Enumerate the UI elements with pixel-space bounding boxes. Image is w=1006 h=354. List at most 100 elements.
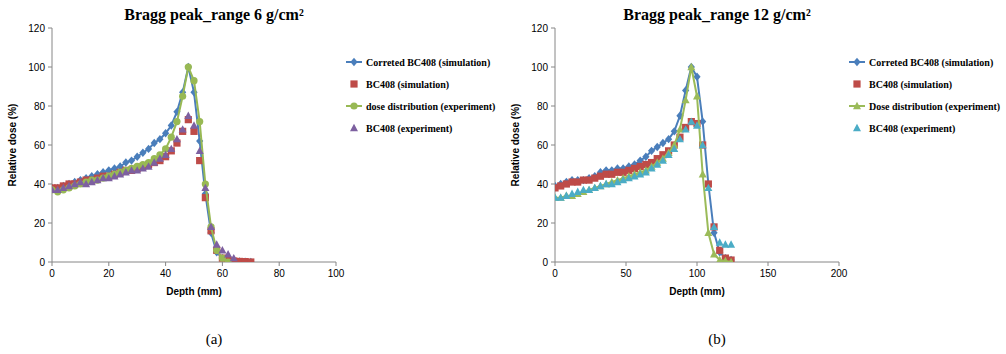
chart-svg: 020406080100120020406080100Depth (mm)Rel… — [0, 0, 1006, 354]
data-point — [699, 170, 707, 177]
data-point — [648, 147, 655, 155]
data-point — [150, 158, 158, 165]
legend-marker — [853, 102, 861, 109]
data-point — [184, 112, 192, 119]
y-tick — [551, 106, 555, 107]
data-point — [185, 63, 192, 71]
legend-item: BC408 (experiment) — [853, 123, 955, 135]
y-tick-label: 0 — [39, 257, 45, 268]
y-tick — [48, 106, 52, 107]
legend-label: Correted BC408 (simulation) — [869, 57, 993, 69]
y-tick-label: 80 — [34, 101, 46, 112]
data-point — [716, 247, 723, 254]
panel: 020406080100120050100150200Depth (mm)Rel… — [510, 6, 1000, 348]
data-point — [224, 250, 232, 257]
x-axis-line — [52, 262, 336, 263]
legend-item: BC408 (experiment) — [350, 123, 452, 135]
plot-area — [555, 63, 735, 262]
plot-area — [52, 63, 254, 262]
x-tick — [336, 262, 337, 266]
legend-label: BC408 (experiment) — [366, 123, 452, 135]
legend-label: dose distribution (experiment) — [366, 101, 495, 113]
x-tick — [839, 262, 840, 266]
legend-label: Dose distribution (experiment) — [869, 101, 1000, 113]
y-tick — [48, 184, 52, 185]
x-tick-label: 80 — [274, 268, 286, 279]
data-point — [710, 223, 717, 230]
x-axis-label: Depth (mm) — [166, 286, 222, 297]
y-tick — [48, 223, 52, 224]
y-axis-label: Relative dose (%) — [510, 104, 521, 187]
chart-title: Bragg peak_range 12 g/cm² — [623, 6, 811, 24]
series-line — [52, 67, 251, 262]
data-point — [230, 254, 238, 261]
legend-marker — [350, 80, 357, 87]
legend-label: Correted BC408 (simulation) — [366, 57, 490, 69]
data-point — [196, 118, 203, 125]
legend-marker — [350, 58, 357, 66]
x-tick-label: 150 — [760, 268, 777, 279]
data-point — [134, 153, 141, 161]
data-point — [190, 128, 197, 135]
data-point — [190, 121, 198, 128]
y-tick — [551, 184, 555, 185]
x-tick-label: 60 — [217, 268, 229, 279]
data-point — [145, 145, 152, 153]
data-point — [653, 160, 661, 167]
data-point — [168, 134, 175, 141]
legend-item: dose distribution (experiment) — [346, 101, 495, 113]
legend-marker — [853, 58, 860, 66]
data-point — [710, 223, 718, 230]
x-tick — [165, 262, 166, 266]
y-tick — [551, 145, 555, 146]
y-tick-label: 100 — [531, 62, 548, 73]
data-point — [659, 139, 666, 147]
data-point — [173, 135, 181, 142]
x-tick — [108, 262, 109, 266]
legend-label: BC408 (simulation) — [869, 79, 952, 91]
data-point — [196, 147, 204, 154]
x-tick — [52, 262, 53, 266]
data-point — [207, 223, 214, 230]
chart-title: Bragg peak_range 6 g/cm² — [124, 6, 304, 24]
y-tick — [551, 223, 555, 224]
y-tick-label: 60 — [34, 140, 46, 151]
data-point — [687, 63, 695, 70]
data-point — [76, 178, 84, 185]
data-point — [642, 168, 650, 175]
legend-marker — [853, 80, 860, 87]
data-point — [145, 162, 153, 169]
data-point — [716, 238, 724, 245]
data-point — [151, 139, 158, 147]
caption: (a) — [206, 331, 223, 348]
data-point — [128, 156, 135, 164]
x-axis-label: Depth (mm) — [669, 286, 725, 297]
x-tick-label: 0 — [552, 268, 558, 279]
legend-label: BC408 (simulation) — [366, 79, 449, 91]
panel: 020406080100120020406080100Depth (mm)Rel… — [7, 6, 495, 348]
x-tick-label: 100 — [689, 268, 706, 279]
x-tick — [697, 262, 698, 266]
series-line — [555, 67, 731, 262]
data-point — [156, 135, 163, 143]
data-point — [167, 145, 175, 152]
x-tick-label: 100 — [328, 268, 345, 279]
legend-item: BC408 (simulation) — [350, 79, 449, 91]
data-point — [693, 121, 701, 128]
data-point — [727, 258, 735, 262]
data-point — [721, 257, 729, 262]
data-point — [139, 149, 146, 157]
data-point — [687, 117, 695, 124]
legend-marker — [350, 124, 358, 131]
legend-item: Correted BC408 (simulation) — [849, 57, 993, 69]
data-point — [710, 250, 718, 257]
y-tick-label: 40 — [537, 179, 549, 190]
data-point — [213, 240, 221, 247]
data-point — [670, 145, 678, 152]
legend-item: BC408 (simulation) — [853, 79, 952, 91]
data-point — [682, 125, 690, 132]
data-point — [704, 184, 712, 191]
data-point — [173, 118, 180, 125]
x-tick-label: 0 — [49, 268, 55, 279]
data-point — [247, 258, 254, 262]
